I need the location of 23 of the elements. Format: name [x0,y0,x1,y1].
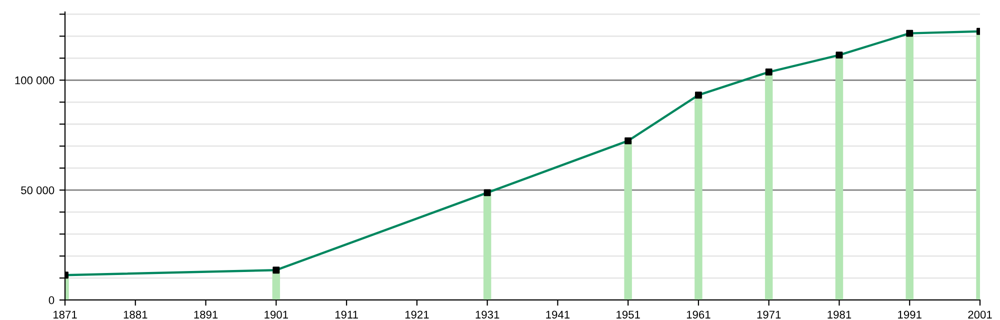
bar [835,55,844,300]
x-tick-label: 1871 [53,310,77,319]
bar [483,192,492,300]
x-tick-label: 1971 [757,310,781,319]
bar [694,95,702,300]
y-tick-label: 100 000 [15,76,54,84]
x-tick-label: 1901 [264,310,288,319]
x-tick-label: 1951 [616,310,640,319]
x-tick-label: 1991 [898,310,922,319]
bar [906,33,914,300]
x-tick-label: 1911 [335,310,358,319]
bar [764,72,773,300]
x-tick-label: 1881 [124,310,148,319]
x-tick-label: 1941 [546,310,570,319]
bar [624,140,632,300]
x-tick-label: 2001 [968,310,992,319]
y-tick-label: 0 [48,296,54,304]
x-tick-label: 1981 [828,310,852,319]
x-tick-label: 1891 [194,310,218,319]
x-tick-label: 1961 [686,310,710,319]
x-tick-label: 1921 [405,310,429,319]
x-tick-label: 1931 [476,310,500,319]
y-tick-label: 50 000 [21,186,54,194]
